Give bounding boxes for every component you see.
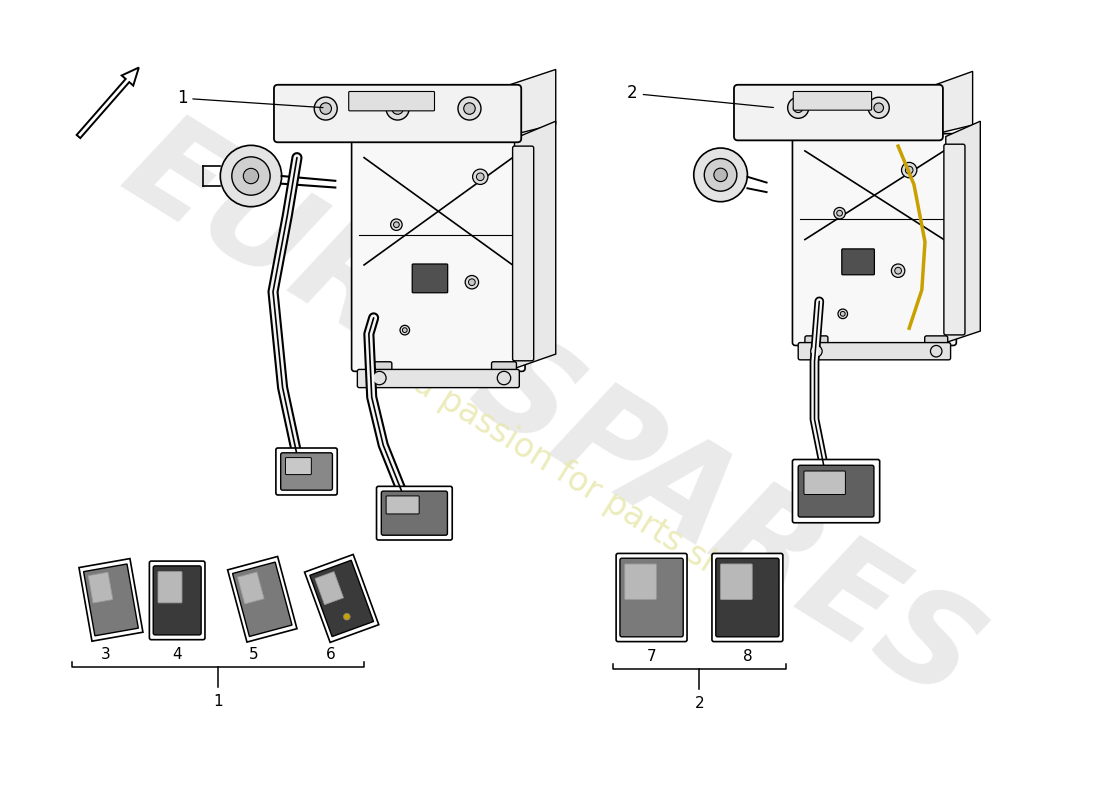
FancyBboxPatch shape <box>792 134 956 346</box>
FancyBboxPatch shape <box>274 85 521 142</box>
Circle shape <box>315 97 338 120</box>
Polygon shape <box>232 562 292 637</box>
Circle shape <box>931 346 942 357</box>
FancyBboxPatch shape <box>150 561 205 640</box>
FancyBboxPatch shape <box>799 466 873 517</box>
Circle shape <box>343 614 350 620</box>
Circle shape <box>834 207 846 219</box>
Circle shape <box>891 264 905 278</box>
FancyBboxPatch shape <box>382 491 448 535</box>
Circle shape <box>497 371 510 385</box>
Text: 4: 4 <box>173 647 182 662</box>
Polygon shape <box>305 554 378 642</box>
Circle shape <box>793 103 803 113</box>
Circle shape <box>464 102 475 114</box>
Circle shape <box>373 371 386 385</box>
Text: 8: 8 <box>742 650 752 664</box>
Circle shape <box>392 102 404 114</box>
FancyBboxPatch shape <box>492 362 516 383</box>
Text: 2: 2 <box>695 696 704 711</box>
FancyBboxPatch shape <box>716 558 779 637</box>
Text: EUROSPARES: EUROSPARES <box>102 101 1000 728</box>
Polygon shape <box>310 560 374 637</box>
Polygon shape <box>79 558 143 641</box>
FancyBboxPatch shape <box>358 370 519 388</box>
Polygon shape <box>77 67 139 138</box>
Circle shape <box>469 279 475 286</box>
Circle shape <box>232 157 271 195</box>
Text: 6: 6 <box>326 647 336 662</box>
Text: 3: 3 <box>100 647 110 662</box>
Polygon shape <box>228 557 297 642</box>
Circle shape <box>476 173 484 181</box>
FancyBboxPatch shape <box>513 146 534 361</box>
FancyBboxPatch shape <box>793 91 871 110</box>
Circle shape <box>788 98 808 118</box>
FancyBboxPatch shape <box>286 458 311 474</box>
FancyBboxPatch shape <box>805 336 828 355</box>
Circle shape <box>243 168 258 184</box>
FancyBboxPatch shape <box>367 362 392 383</box>
Circle shape <box>403 328 407 333</box>
FancyBboxPatch shape <box>616 554 688 642</box>
Circle shape <box>714 168 727 182</box>
Polygon shape <box>515 121 556 369</box>
FancyBboxPatch shape <box>712 554 783 642</box>
Circle shape <box>905 166 913 174</box>
FancyBboxPatch shape <box>944 144 965 335</box>
FancyBboxPatch shape <box>734 85 943 140</box>
Polygon shape <box>238 572 264 604</box>
Polygon shape <box>315 572 343 605</box>
FancyBboxPatch shape <box>352 135 525 371</box>
Circle shape <box>390 219 403 230</box>
Text: 1: 1 <box>177 89 323 107</box>
Circle shape <box>694 148 747 202</box>
FancyBboxPatch shape <box>276 448 338 495</box>
FancyBboxPatch shape <box>158 572 182 603</box>
Text: 1: 1 <box>213 694 222 710</box>
Circle shape <box>868 98 889 118</box>
Circle shape <box>811 346 822 357</box>
Text: 7: 7 <box>647 650 657 664</box>
FancyBboxPatch shape <box>925 336 948 355</box>
Text: 2: 2 <box>627 85 773 107</box>
Circle shape <box>902 162 917 178</box>
FancyBboxPatch shape <box>386 496 419 514</box>
FancyBboxPatch shape <box>842 249 874 274</box>
Circle shape <box>840 311 845 316</box>
FancyBboxPatch shape <box>620 558 683 637</box>
Circle shape <box>220 146 282 206</box>
Polygon shape <box>498 70 556 138</box>
FancyBboxPatch shape <box>625 564 657 599</box>
Circle shape <box>873 103 883 113</box>
Circle shape <box>894 267 902 274</box>
FancyBboxPatch shape <box>412 264 448 293</box>
FancyBboxPatch shape <box>376 486 452 540</box>
FancyBboxPatch shape <box>792 459 880 522</box>
Circle shape <box>704 158 737 191</box>
FancyBboxPatch shape <box>720 564 752 599</box>
Circle shape <box>400 326 409 335</box>
Text: a passion for parts shops: a passion for parts shops <box>407 366 781 616</box>
Polygon shape <box>925 71 972 137</box>
Text: 5: 5 <box>249 647 258 662</box>
FancyBboxPatch shape <box>804 471 846 494</box>
Circle shape <box>465 275 478 289</box>
Circle shape <box>394 222 399 227</box>
Circle shape <box>458 97 481 120</box>
FancyBboxPatch shape <box>280 453 332 490</box>
Polygon shape <box>88 572 113 603</box>
Circle shape <box>320 102 331 114</box>
Polygon shape <box>946 121 980 342</box>
Circle shape <box>473 169 488 185</box>
Polygon shape <box>84 564 139 636</box>
Circle shape <box>837 210 843 216</box>
FancyBboxPatch shape <box>349 91 434 111</box>
Circle shape <box>386 97 409 120</box>
FancyBboxPatch shape <box>153 566 201 635</box>
FancyBboxPatch shape <box>799 342 950 360</box>
Circle shape <box>838 309 848 318</box>
